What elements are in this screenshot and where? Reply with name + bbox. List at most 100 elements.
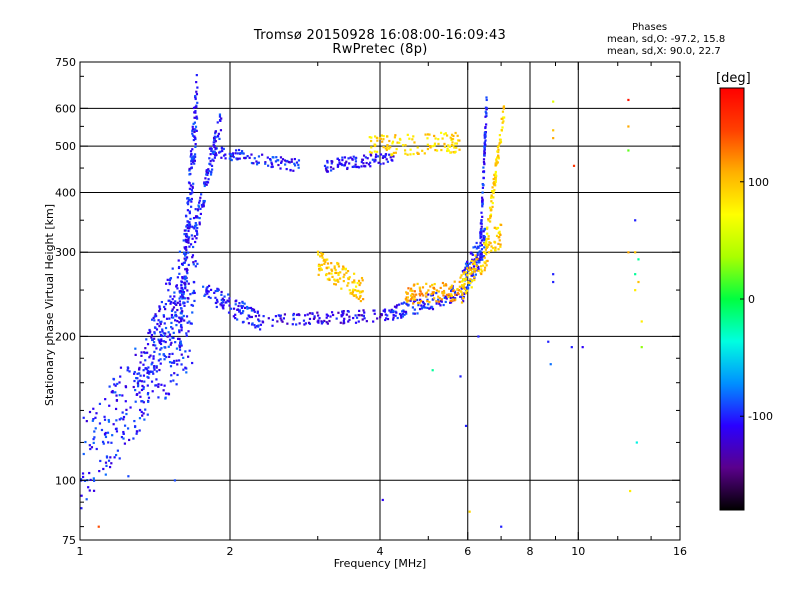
trace-point [412, 300, 416, 303]
trace-point [292, 312, 295, 316]
trace-point [207, 168, 210, 171]
trace-point [213, 156, 216, 159]
trace-point [193, 299, 196, 303]
trace-point [194, 105, 197, 109]
trace-point [186, 321, 189, 324]
trace-point [85, 498, 88, 501]
trace-point [182, 356, 185, 359]
trace-point [331, 313, 335, 317]
trace-point [406, 300, 409, 303]
trace-point [335, 271, 338, 275]
trace-point [359, 294, 362, 298]
trace-point [370, 136, 373, 139]
trace-point [421, 306, 424, 309]
trace-point [152, 355, 155, 358]
trace-point [144, 347, 147, 350]
trace-point [326, 258, 329, 261]
trace-point [180, 344, 183, 347]
trace-point [395, 311, 398, 314]
trace-point [476, 252, 479, 255]
trace-point [386, 144, 389, 147]
trace-point [104, 461, 108, 464]
trace-point [453, 299, 456, 302]
trace-point [396, 316, 399, 320]
trace-point [467, 269, 471, 272]
trace-point [466, 285, 469, 289]
trace-point [340, 162, 343, 166]
trace-point [347, 277, 350, 280]
trace-point [174, 300, 177, 303]
trace-point [341, 268, 344, 271]
trace-point [267, 317, 270, 320]
trace-point [470, 286, 473, 289]
trace-point [343, 164, 346, 167]
trace-point [153, 332, 156, 335]
trace-point [450, 293, 453, 296]
trace-point [421, 286, 425, 289]
trace-point [435, 291, 438, 295]
trace-point [192, 138, 195, 142]
trace-point [434, 137, 437, 140]
trace-point [480, 272, 483, 276]
trace-point [188, 320, 191, 323]
trace-point [382, 162, 385, 165]
trace-point [494, 246, 497, 249]
trace-point [186, 289, 189, 292]
trace-point [501, 110, 505, 113]
trace-point [182, 296, 185, 299]
trace-point [491, 205, 494, 208]
trace-point [184, 214, 188, 217]
trace-point [456, 288, 459, 291]
trace-point [224, 301, 227, 304]
isolated-point [127, 475, 130, 478]
trace-point [424, 133, 427, 136]
trace-point [195, 223, 198, 227]
trace-point [450, 288, 453, 291]
trace-point [416, 146, 419, 149]
trace-point [115, 430, 119, 433]
trace-point [184, 247, 187, 250]
trace-point [161, 330, 164, 333]
x-tick-label: 4 [377, 545, 384, 558]
trace-point [187, 263, 190, 267]
trace-point [484, 134, 487, 137]
trace-point [189, 192, 192, 196]
trace-point [483, 145, 487, 148]
trace-point [85, 420, 88, 423]
x-tick-label: 8 [527, 545, 534, 558]
trace-point [494, 180, 497, 184]
isolated-point [431, 369, 434, 372]
trace-point [487, 251, 491, 254]
trace-point [393, 136, 397, 139]
trace-point [450, 289, 453, 293]
trace-point [160, 320, 163, 323]
trace-point [481, 270, 484, 273]
trace-point [481, 199, 484, 202]
trace-point [171, 352, 174, 355]
trace-point [220, 293, 223, 296]
trace-point [354, 294, 358, 297]
trace-point [112, 377, 115, 381]
trace-point [193, 291, 196, 295]
trace-point [357, 279, 361, 282]
trace-point [162, 332, 165, 335]
trace-point [377, 161, 380, 164]
trace-point [391, 318, 395, 321]
trace-point [190, 160, 193, 163]
trace-point [445, 297, 448, 300]
trace-point [392, 151, 395, 155]
trace-point [193, 157, 196, 160]
trace-point [481, 205, 484, 208]
trace-point [348, 289, 351, 292]
trace-point [449, 296, 452, 299]
trace-point [173, 361, 176, 364]
trace-point [458, 148, 461, 151]
trace-point [451, 141, 454, 144]
trace-point [384, 318, 387, 322]
trace-point [450, 294, 453, 297]
trace-point [205, 170, 208, 173]
trace-point [407, 287, 410, 290]
trace-point [398, 141, 401, 144]
trace-point [499, 141, 503, 144]
trace-point [433, 282, 436, 286]
